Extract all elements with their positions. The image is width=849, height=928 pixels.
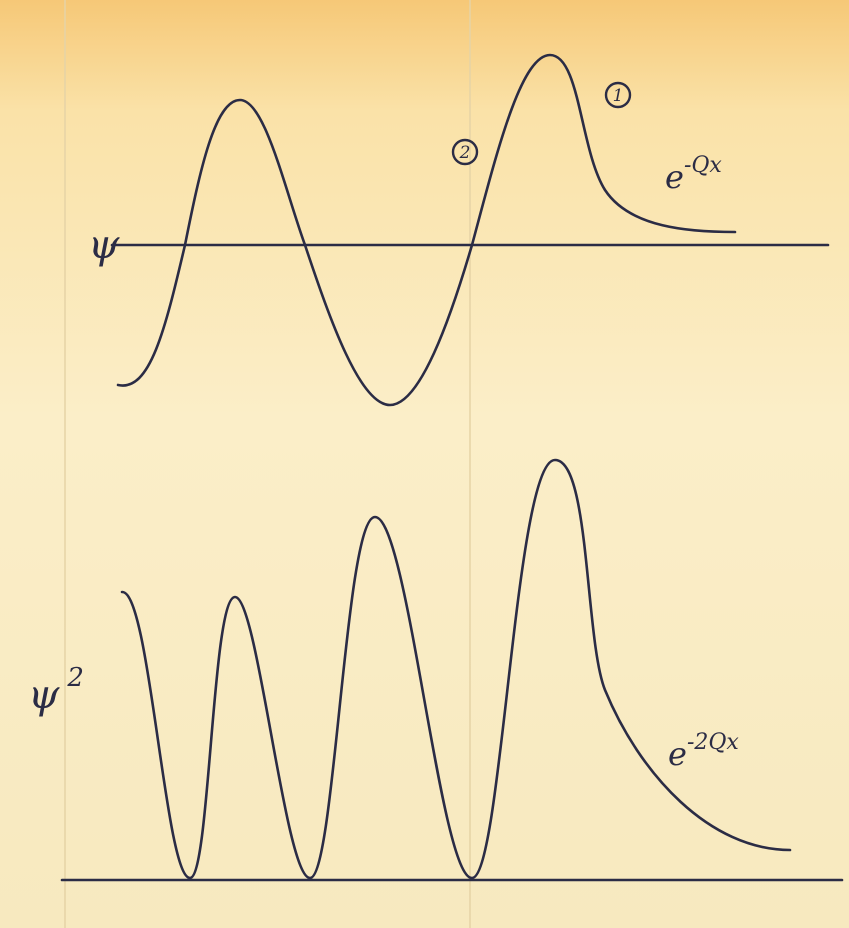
marker-label: 1 xyxy=(613,86,624,106)
annotation-base: e xyxy=(665,158,684,196)
annotation-exponent: -2Qx xyxy=(687,730,739,755)
psi-label: ψ xyxy=(88,222,120,268)
page: {"top_plot": {"axis_label": "ψ", "marker… xyxy=(0,0,849,928)
annotation-exponent: -Qx xyxy=(684,153,722,178)
annotation-base: e xyxy=(668,735,687,773)
label-base: ψ xyxy=(28,672,60,718)
label-exponent: 2 xyxy=(66,663,84,693)
marker-label: 2 xyxy=(459,143,471,163)
paper-background xyxy=(0,0,849,928)
diagram: ψ 1 2 e-Qx ψ2 e-2Qx xyxy=(0,0,849,928)
